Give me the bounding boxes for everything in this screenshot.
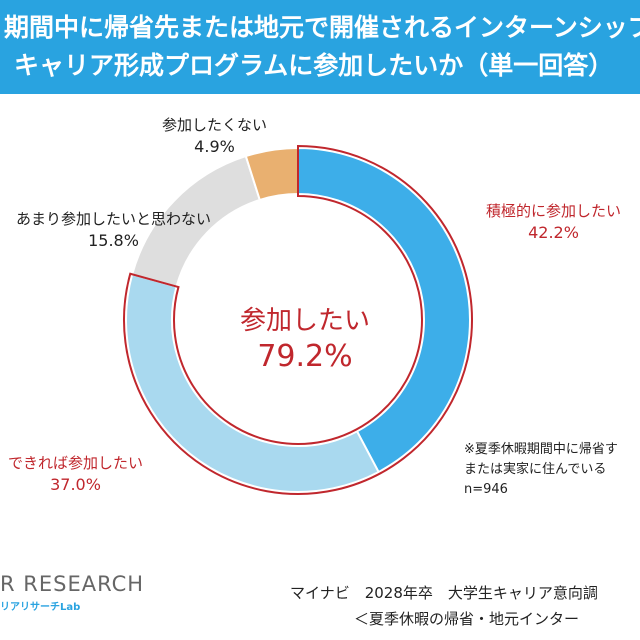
label-sekkyoku: 積極的に参加したい 42.2% <box>486 200 621 244</box>
label-sekkyoku-value: 42.2% <box>528 223 579 242</box>
chart-area: 積極的に参加したい 42.2% できれば参加したい 37.0% あまり参加したい… <box>0 94 640 640</box>
note-line2: または実家に住んでいる <box>464 462 607 477</box>
source-line1: マイナビ 2028年卒 大学生キャリア意向調 <box>290 584 598 602</box>
label-dekireba-name: できれば参加したい <box>8 454 144 472</box>
group-outline <box>123 144 473 495</box>
label-dekireba-value: 37.0% <box>50 475 101 494</box>
label-sekkyoku-name: 積極的に参加したい <box>486 202 622 220</box>
source-credit: マイナビ 2028年卒 大学生キャリア意向調 ＜夏季休暇の帰省・地元インター <box>290 580 598 632</box>
logo-subtext: リアリサーチLab <box>0 602 81 613</box>
donut-slice-1 <box>125 273 380 493</box>
note-line1: ※夏季休暇期間中に帰省す <box>464 442 618 457</box>
center-label: 参加したい 79.2% <box>200 304 410 376</box>
research-logo: R RESEARCH リアリサーチLab <box>0 572 144 613</box>
logo-text: R RESEARCH <box>0 572 145 596</box>
label-dekireba: できれば参加したい 37.0% <box>8 452 143 496</box>
label-amari: あまり参加したいと思わない 15.8% <box>16 208 211 252</box>
donut-chart <box>123 144 473 495</box>
label-amari-value: 15.8% <box>88 231 139 250</box>
center-label-value: 79.2% <box>257 339 353 374</box>
header-title-line1: 期間中に帰省先または地元で開催されるインターンシップ <box>4 13 640 42</box>
label-sankashitakunai-value: 4.9% <box>194 137 235 156</box>
header-title-line2: キャリア形成プログラムに参加したいか（単一回答） <box>14 51 614 80</box>
label-sankashitakunai: 参加したくない 4.9% <box>162 114 267 158</box>
sample-note: ※夏季休暇期間中に帰省す または実家に住んでいる n=946 <box>464 440 618 500</box>
source-line2: ＜夏季休暇の帰省・地元インター <box>354 610 580 628</box>
label-sankashitakunai-name: 参加したくない <box>162 116 268 134</box>
label-amari-name: あまり参加したいと思わない <box>16 210 212 228</box>
chart-header: 期間中に帰省先または地元で開催されるインターンシップ キャリア形成プログラムに参… <box>0 0 640 94</box>
center-label-title: 参加したい <box>239 306 370 336</box>
note-line3: n=946 <box>464 482 508 497</box>
donut-slice-0 <box>297 146 471 474</box>
